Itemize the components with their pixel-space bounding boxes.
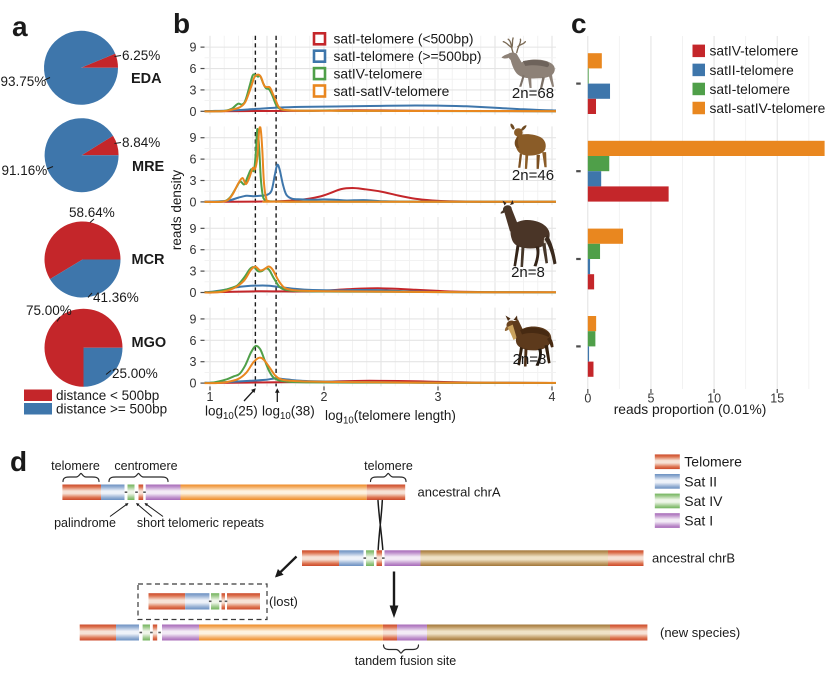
- svg-text:telomere: telomere: [364, 459, 413, 473]
- svg-text:a: a: [12, 11, 28, 42]
- svg-text:8.84%: 8.84%: [122, 135, 160, 150]
- svg-text:satI-satIV-telomere: satI-satIV-telomere: [710, 101, 826, 116]
- svg-text:93.75%: 93.75%: [1, 74, 47, 89]
- svg-text:4: 4: [549, 390, 556, 404]
- svg-text:1: 1: [207, 390, 214, 404]
- svg-text:distance < 500bp: distance < 500bp: [56, 388, 159, 403]
- svg-text:3: 3: [190, 83, 197, 97]
- svg-text:tandem fusion site: tandem fusion site: [355, 654, 456, 668]
- svg-text:satI-satIV-telomere: satI-satIV-telomere: [334, 84, 450, 99]
- svg-text:d: d: [10, 446, 27, 477]
- svg-text:reads proportion (0.01%): reads proportion (0.01%): [614, 402, 767, 417]
- svg-text:0: 0: [190, 286, 197, 300]
- svg-text:75.00%: 75.00%: [26, 303, 72, 318]
- svg-text:short telomeric repeats: short telomeric repeats: [137, 516, 264, 530]
- svg-text:log10(25): log10(25): [205, 404, 258, 422]
- svg-text:9: 9: [190, 41, 197, 55]
- svg-text:Sat I: Sat I: [684, 513, 713, 529]
- svg-text:41.36%: 41.36%: [93, 290, 139, 305]
- svg-text:satI-telomere: satI-telomere: [710, 82, 791, 97]
- svg-text:6: 6: [190, 334, 197, 348]
- svg-text:ancestral chrB: ancestral chrB: [652, 551, 735, 566]
- svg-text:2n=68: 2n=68: [512, 85, 554, 102]
- svg-text:91.16%: 91.16%: [2, 163, 48, 178]
- svg-text:9: 9: [190, 131, 197, 145]
- svg-text:distance >= 500bp: distance >= 500bp: [56, 402, 167, 417]
- svg-text:MGO: MGO: [132, 335, 167, 351]
- svg-text:satIV-telomere: satIV-telomere: [334, 66, 423, 81]
- svg-text:Telomere: Telomere: [684, 454, 742, 470]
- svg-text:0: 0: [584, 392, 591, 406]
- svg-text:2n=46: 2n=46: [512, 167, 554, 184]
- svg-text:satI-telomere (<500bp): satI-telomere (<500bp): [334, 32, 474, 47]
- svg-text:palindrome: palindrome: [54, 516, 116, 530]
- svg-text:6.25%: 6.25%: [122, 48, 160, 63]
- svg-text:(new species): (new species): [660, 625, 740, 640]
- svg-text:2n=8: 2n=8: [511, 264, 545, 281]
- svg-text:telomere: telomere: [51, 459, 100, 473]
- svg-text:(lost): (lost): [269, 594, 298, 609]
- svg-text:Sat II: Sat II: [684, 473, 717, 489]
- svg-text:25.00%: 25.00%: [112, 366, 158, 381]
- svg-text:satII-telomere: satII-telomere: [710, 63, 795, 78]
- svg-text:3: 3: [435, 390, 442, 404]
- svg-text:9: 9: [190, 312, 197, 326]
- svg-text:ancestral chrA: ancestral chrA: [418, 485, 501, 500]
- svg-text:6: 6: [190, 243, 197, 257]
- svg-text:satIV-telomere: satIV-telomere: [710, 44, 799, 59]
- svg-text:0: 0: [190, 105, 197, 119]
- svg-text:6: 6: [190, 153, 197, 167]
- svg-text:Sat IV: Sat IV: [684, 493, 723, 509]
- svg-text:15: 15: [770, 392, 784, 406]
- svg-text:b: b: [173, 8, 190, 39]
- svg-text:5: 5: [647, 392, 654, 406]
- svg-text:MCR: MCR: [132, 252, 166, 268]
- svg-text:log10(38): log10(38): [262, 404, 315, 422]
- svg-text:3: 3: [190, 174, 197, 188]
- svg-text:2n=8: 2n=8: [513, 351, 547, 368]
- svg-text:9: 9: [190, 222, 197, 236]
- svg-text:c: c: [571, 8, 587, 39]
- svg-text:centromere: centromere: [114, 459, 177, 473]
- svg-text:satI-telomere (>=500bp): satI-telomere (>=500bp): [334, 49, 482, 64]
- svg-text:MRE: MRE: [132, 159, 165, 175]
- svg-text:3: 3: [190, 265, 197, 279]
- svg-text:58.64%: 58.64%: [69, 205, 115, 220]
- svg-text:2: 2: [321, 390, 328, 404]
- svg-text:6: 6: [190, 62, 197, 76]
- svg-text:reads density: reads density: [169, 170, 184, 251]
- svg-text:EDA: EDA: [131, 71, 162, 87]
- svg-text:0: 0: [190, 195, 197, 209]
- svg-text:log10(telomere length): log10(telomere length): [325, 408, 456, 426]
- svg-text:3: 3: [190, 355, 197, 369]
- svg-text:0: 0: [190, 377, 197, 391]
- svg-text:10: 10: [707, 392, 721, 406]
